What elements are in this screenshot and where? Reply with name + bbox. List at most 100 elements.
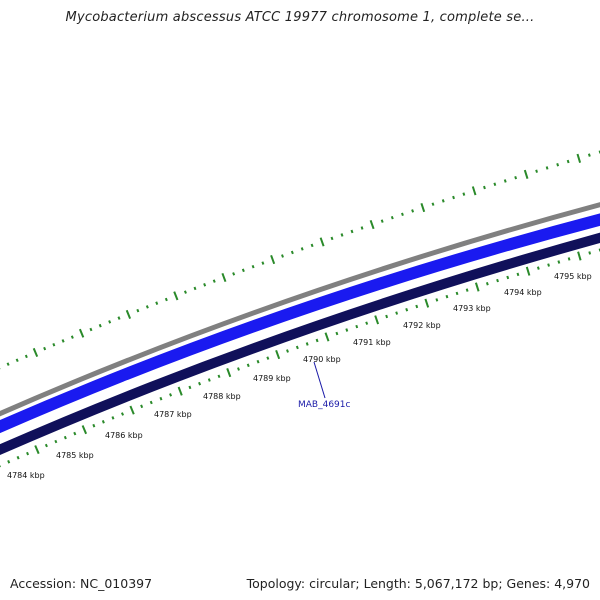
outer-tick-major: [471, 186, 477, 196]
outer-tick-minor: [380, 219, 384, 223]
outer-tick-minor: [310, 243, 314, 248]
inner-tick-minor: [435, 298, 439, 302]
inner-tick-major: [424, 298, 430, 308]
outer-tick-major: [32, 347, 39, 357]
inner-tick-minor: [455, 291, 459, 296]
outer-tick-minor: [330, 236, 334, 241]
outer-tick-ring: [0, 150, 600, 370]
outer-tick-minor: [212, 279, 216, 283]
outer-tick-minor: [155, 301, 159, 305]
outer-tick-minor: [350, 229, 354, 234]
outer-tick-major: [125, 309, 132, 319]
tick-label: 4795 kbp: [554, 272, 592, 281]
inner-tick-minor: [111, 416, 115, 420]
outer-tick-minor: [52, 343, 56, 347]
inner-tick-minor: [557, 260, 561, 264]
outer-tick-minor: [290, 250, 294, 255]
inner-tick-minor: [395, 311, 399, 315]
inner-tick-major: [129, 405, 135, 415]
inner-tick-minor: [207, 378, 211, 382]
tick-label: 4790 kbp: [303, 355, 341, 364]
inner-tick-minor: [315, 338, 319, 343]
outer-tick-major: [369, 219, 375, 230]
outer-tick-minor: [232, 272, 236, 276]
outer-tick-minor: [183, 290, 187, 294]
inner-tick-minor: [445, 294, 449, 299]
inner-tick-major: [474, 282, 480, 292]
inner-tick-minor: [536, 266, 540, 270]
inner-tick-minor: [44, 443, 48, 448]
tick-label: 4789 kbp: [253, 374, 291, 383]
tick-label: 4794 kbp: [504, 288, 542, 297]
inner-tick-major: [34, 445, 40, 455]
inner-tick-minor: [159, 396, 163, 401]
inner-tick-minor: [16, 455, 20, 460]
tick-labels: 4784 kbp 4785 kbp 4786 kbp 4787 kbp 4788 kbp…: [7, 272, 592, 480]
inner-tick-major: [275, 349, 281, 360]
tick-label: 4784 kbp: [7, 471, 45, 480]
inner-tick-minor: [140, 404, 144, 409]
outer-tick-major: [319, 237, 325, 247]
inner-tick-minor: [120, 412, 125, 416]
outer-tick-minor: [535, 169, 538, 173]
outer-tick-minor: [360, 226, 364, 230]
outer-tick-major: [78, 328, 85, 338]
outer-tick-minor: [452, 195, 455, 200]
outer-tick-minor: [136, 308, 140, 313]
accession-text: Accession: NC_010397: [10, 576, 153, 591]
inner-tick-minor: [506, 275, 510, 280]
inner-tick-minor: [286, 349, 289, 353]
inner-tick-minor: [335, 331, 339, 336]
outer-tick-minor: [261, 261, 265, 265]
outer-tick-minor: [98, 323, 102, 328]
tick-label: 4785 kbp: [56, 451, 94, 460]
outer-tick-minor: [340, 233, 344, 237]
inner-tick-major: [525, 266, 531, 276]
inner-tick-minor: [237, 367, 240, 371]
outer-tick-minor: [483, 185, 486, 190]
outer-tick-minor: [117, 316, 121, 320]
inner-tick-minor: [63, 435, 67, 440]
map-title: Mycobacterium abscessus ATCC 19977 chrom…: [65, 10, 535, 25]
inner-tick-minor: [355, 324, 359, 329]
inner-tick-minor: [7, 460, 11, 464]
outer-tick-minor: [281, 254, 284, 258]
reverse-strand-track[interactable]: [0, 232, 600, 456]
inner-tick-ring: [0, 248, 600, 468]
inner-tick-major: [177, 386, 183, 396]
tick-label: 4788 kbp: [203, 392, 241, 401]
outer-tick-minor: [545, 166, 549, 170]
inner-tick-minor: [188, 385, 192, 390]
inner-tick-minor: [169, 393, 173, 397]
outer-tick-minor: [70, 335, 74, 339]
inner-tick-minor: [485, 282, 489, 286]
gene-callout-line: [313, 361, 326, 399]
outer-tick-minor: [43, 346, 47, 351]
outer-tick-minor: [193, 286, 197, 291]
inner-tick-minor: [305, 342, 309, 346]
forward-strand-track[interactable]: [0, 213, 600, 434]
inner-tick-minor: [217, 374, 221, 379]
outer-tick-major: [270, 254, 276, 265]
outer-tick-minor: [462, 192, 466, 196]
inner-tick-minor: [246, 363, 250, 368]
gene-label[interactable]: MAB_4691c: [298, 400, 351, 410]
inner-tick-minor: [405, 307, 409, 312]
outer-tick-minor: [493, 182, 497, 186]
inner-tick-minor: [26, 451, 30, 456]
outer-tick-minor: [431, 202, 435, 206]
outer-tick-minor: [514, 175, 518, 180]
inner-tick-minor: [516, 272, 520, 277]
inner-tick-major: [324, 332, 330, 342]
inner-tick-minor: [149, 400, 153, 405]
tick-label: 4791 kbp: [353, 338, 391, 347]
outer-tick-minor: [441, 199, 445, 203]
outer-tick-major: [173, 291, 179, 301]
outer-tick-major: [221, 272, 227, 283]
outer-tick-minor: [164, 297, 168, 302]
outer-tick-major: [576, 153, 582, 163]
outer-tick-minor: [411, 209, 415, 213]
outer-tick-minor: [300, 247, 304, 251]
tick-label: 4792 kbp: [403, 321, 441, 330]
